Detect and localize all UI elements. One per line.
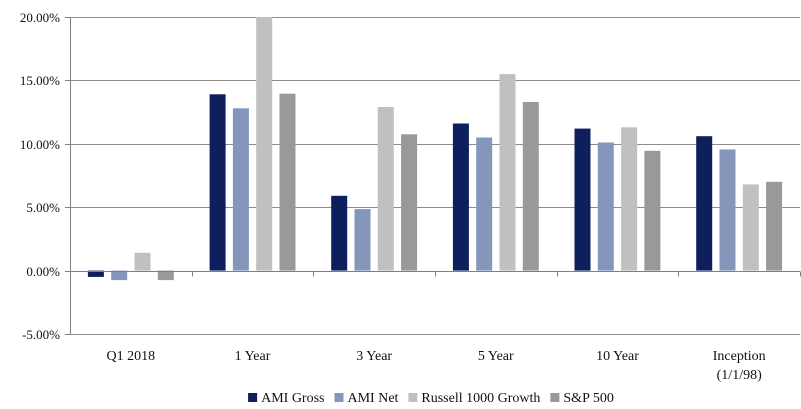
- bar-russell-1000-growth-4: [499, 74, 516, 271]
- x-category-label: (1/1/98): [717, 368, 762, 383]
- bar-russell-1000-growth-3: [377, 107, 394, 271]
- y-tick-label: 15.00%: [20, 73, 60, 88]
- legend-label-s-p-500: S&P 500: [563, 391, 613, 406]
- y-tick-label: 10.00%: [20, 137, 60, 152]
- x-category-label: 3 Year: [356, 349, 392, 364]
- legend: AMI Gross AMI Net Russell 1000 Growth S&P 5…: [248, 391, 614, 406]
- bars: [87, 17, 783, 281]
- bar-russell-1000-growth-1: [134, 252, 151, 271]
- bar-ami-gross-2: [209, 94, 226, 271]
- axes: [65, 17, 801, 335]
- bar-s-p-500-3: [401, 134, 418, 271]
- x-category-label: 10 Year: [596, 349, 639, 364]
- bar-s-p-500-6: [766, 181, 783, 271]
- bar-s-p-500-1: [157, 270, 174, 281]
- bar-s-p-500-5: [644, 150, 661, 271]
- x-category-label: 5 Year: [478, 349, 514, 364]
- bar-ami-gross-4: [452, 123, 469, 271]
- bar-ami-net-3: [354, 209, 371, 271]
- legend-label-ami-net: AMI Net: [348, 391, 399, 406]
- x-axis-category-labels: Q1 2018 1 Year 3 Year 5 Year 10 Year Inceptio…: [106, 349, 765, 383]
- bar-ami-net-6: [719, 149, 736, 271]
- legend-label-ami-gross: AMI Gross: [261, 391, 324, 406]
- x-category-label: 1 Year: [235, 349, 271, 364]
- bar-ami-gross-5: [574, 128, 591, 271]
- bar-ami-gross-1: [87, 270, 104, 277]
- y-tick-label: 20.00%: [20, 10, 60, 25]
- bar-russell-1000-growth-2: [256, 17, 273, 271]
- gridlines: [70, 17, 800, 335]
- bar-russell-1000-growth-5: [621, 127, 638, 271]
- y-axis-tick-labels: -5.00% 0.00% 5.00% 10.00% 15.00% 20.00%: [20, 10, 60, 342]
- bar-ami-gross-3: [331, 195, 348, 271]
- legend-swatch-s-p-500: [550, 393, 560, 402]
- bar-ami-gross-6: [696, 136, 713, 271]
- bar-russell-1000-growth-6: [742, 184, 759, 271]
- bar-ami-net-5: [597, 142, 614, 271]
- y-tick-label: -5.00%: [22, 327, 60, 342]
- bar-ami-net-1: [111, 270, 128, 281]
- bar-ami-net-4: [476, 137, 493, 271]
- bar-s-p-500-4: [522, 102, 539, 271]
- bar-s-p-500-2: [279, 93, 296, 271]
- y-tick-label: 5.00%: [26, 200, 60, 215]
- legend-swatch-ami-net: [334, 393, 344, 402]
- bar-ami-net-2: [232, 108, 249, 271]
- legend-swatch-ami-gross: [248, 393, 258, 402]
- legend-label-russell-1000-growth: Russell 1000 Growth: [421, 391, 540, 406]
- x-category-label: Q1 2018: [106, 349, 155, 364]
- legend-swatch-russell-1000-growth: [408, 393, 418, 402]
- x-category-label: Inception: [713, 349, 766, 364]
- y-tick-label: 0.00%: [26, 264, 60, 279]
